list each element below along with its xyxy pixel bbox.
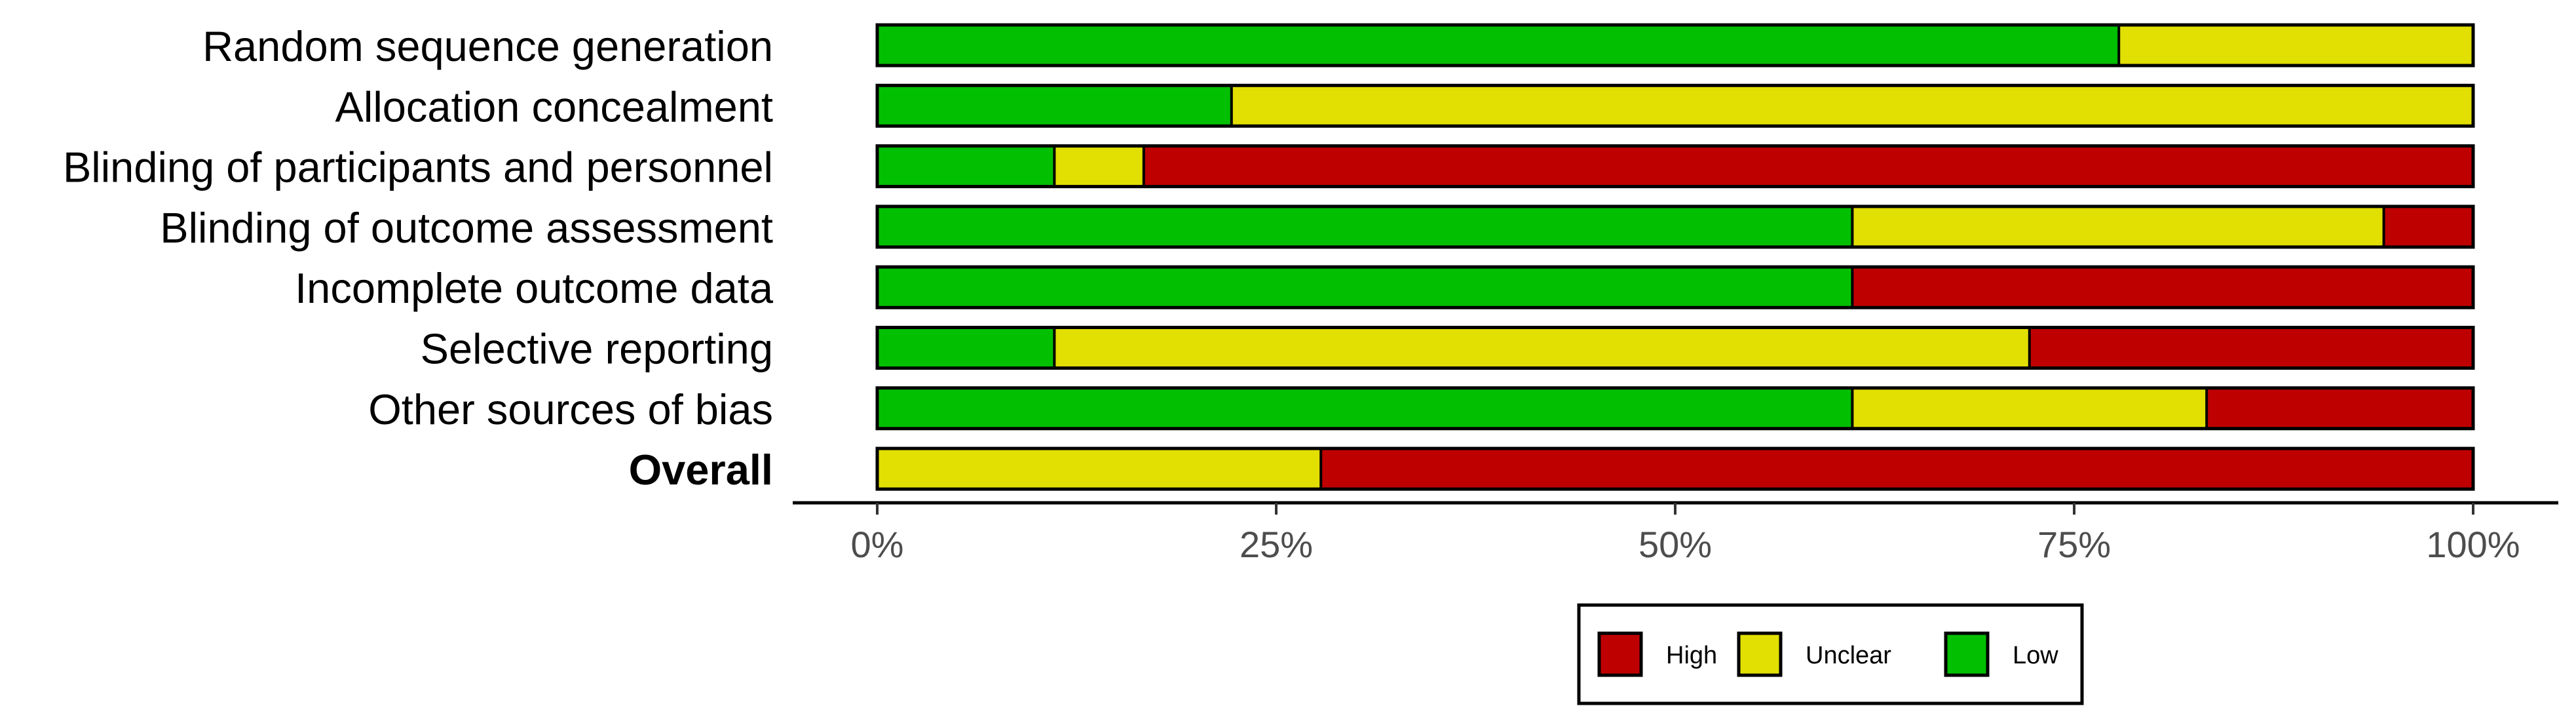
legend: High Unclear Low: [1577, 603, 2084, 705]
bar-segment-other-sources-of-bias-low: [877, 387, 1853, 429]
category-label-blinding-of-outcome-assessment: Blinding of outcome assessment: [160, 204, 773, 252]
bar-segment-blinding-of-participants-and-personnel-unclear: [1054, 146, 1144, 187]
category-label-blinding-of-participants-and-personnel: Blinding of participants and personnel: [63, 144, 773, 191]
x-tick-label: 100%: [2426, 524, 2520, 565]
bar-segment-blinding-of-participants-and-personnel-low: [877, 146, 1055, 187]
category-label-allocation-concealment: Allocation concealment: [335, 83, 773, 130]
bar-segment-blinding-of-outcome-assessment-unclear: [1852, 206, 2384, 247]
bar-segment-incomplete-outcome-data-low: [877, 267, 1853, 308]
bar-segment-incomplete-outcome-data-high: [1852, 267, 2473, 308]
x-tick-label: 0%: [851, 524, 904, 565]
legend-key-unclear: [1737, 631, 1783, 677]
bar-segment-blinding-of-outcome-assessment-low: [877, 206, 1853, 247]
bar-segment-allocation-concealment-unclear: [1231, 85, 2473, 127]
legend-label-low: Low: [2013, 642, 2058, 669]
bar-outline-overall: [875, 446, 2475, 491]
legend-label-unclear: Unclear: [1806, 642, 1891, 669]
category-label-overall: Overall: [629, 446, 773, 494]
bar-segment-blinding-of-outcome-assessment-high: [2383, 206, 2473, 247]
bar-segment-selective-reporting-low: [877, 327, 1055, 368]
x-tick-label: 50%: [1638, 524, 1712, 565]
bar-outline-random-sequence-generation: [875, 23, 2475, 68]
bar-segment-other-sources-of-bias-high: [2207, 387, 2473, 429]
bar-segment-blinding-of-participants-and-personnel-high: [1143, 146, 2473, 187]
category-label-other-sources-of-bias: Other sources of bias: [368, 385, 773, 433]
y-axis-labels: Random sequence generation Allocation con…: [63, 22, 774, 494]
bar-segment-other-sources-of-bias-unclear: [1852, 387, 2207, 429]
bar-segment-overall-high: [1321, 448, 2473, 490]
bar-segment-random-sequence-generation-low: [877, 25, 2119, 66]
bar-segment-selective-reporting-high: [2029, 327, 2473, 368]
legend-key-high: [1597, 631, 1643, 677]
legend-box: [1577, 603, 2084, 705]
legend-key-low: [1944, 631, 1990, 677]
category-label-random-sequence-generation: Random sequence generation: [202, 22, 773, 70]
x-tick-label: 25%: [1240, 524, 1313, 565]
x-axis: 0% 25% 50% 75% 100%: [793, 501, 2558, 565]
bar-outline-selective-reporting: [875, 326, 2475, 370]
bar-outline-blinding-of-participants-and-personnel: [875, 144, 2475, 189]
bars-group: [875, 23, 2475, 491]
bar-segment-overall-unclear: [877, 448, 1321, 490]
legend-label-high: High: [1666, 642, 1717, 669]
bar-outline-allocation-concealment: [875, 83, 2475, 128]
category-label-selective-reporting: Selective reporting: [421, 325, 773, 373]
bar-outline-other-sources-of-bias: [875, 386, 2475, 431]
bar-segment-selective-reporting-unclear: [1054, 327, 2030, 368]
bar-segment-allocation-concealment-low: [877, 85, 1232, 127]
bar-outline-incomplete-outcome-data: [875, 265, 2475, 309]
x-tick-label: 75%: [2037, 524, 2111, 565]
category-label-incomplete-outcome-data: Incomplete outcome data: [295, 264, 774, 312]
bar-outline-blinding-of-outcome-assessment: [875, 205, 2475, 249]
bar-segment-random-sequence-generation-unclear: [2119, 25, 2473, 66]
